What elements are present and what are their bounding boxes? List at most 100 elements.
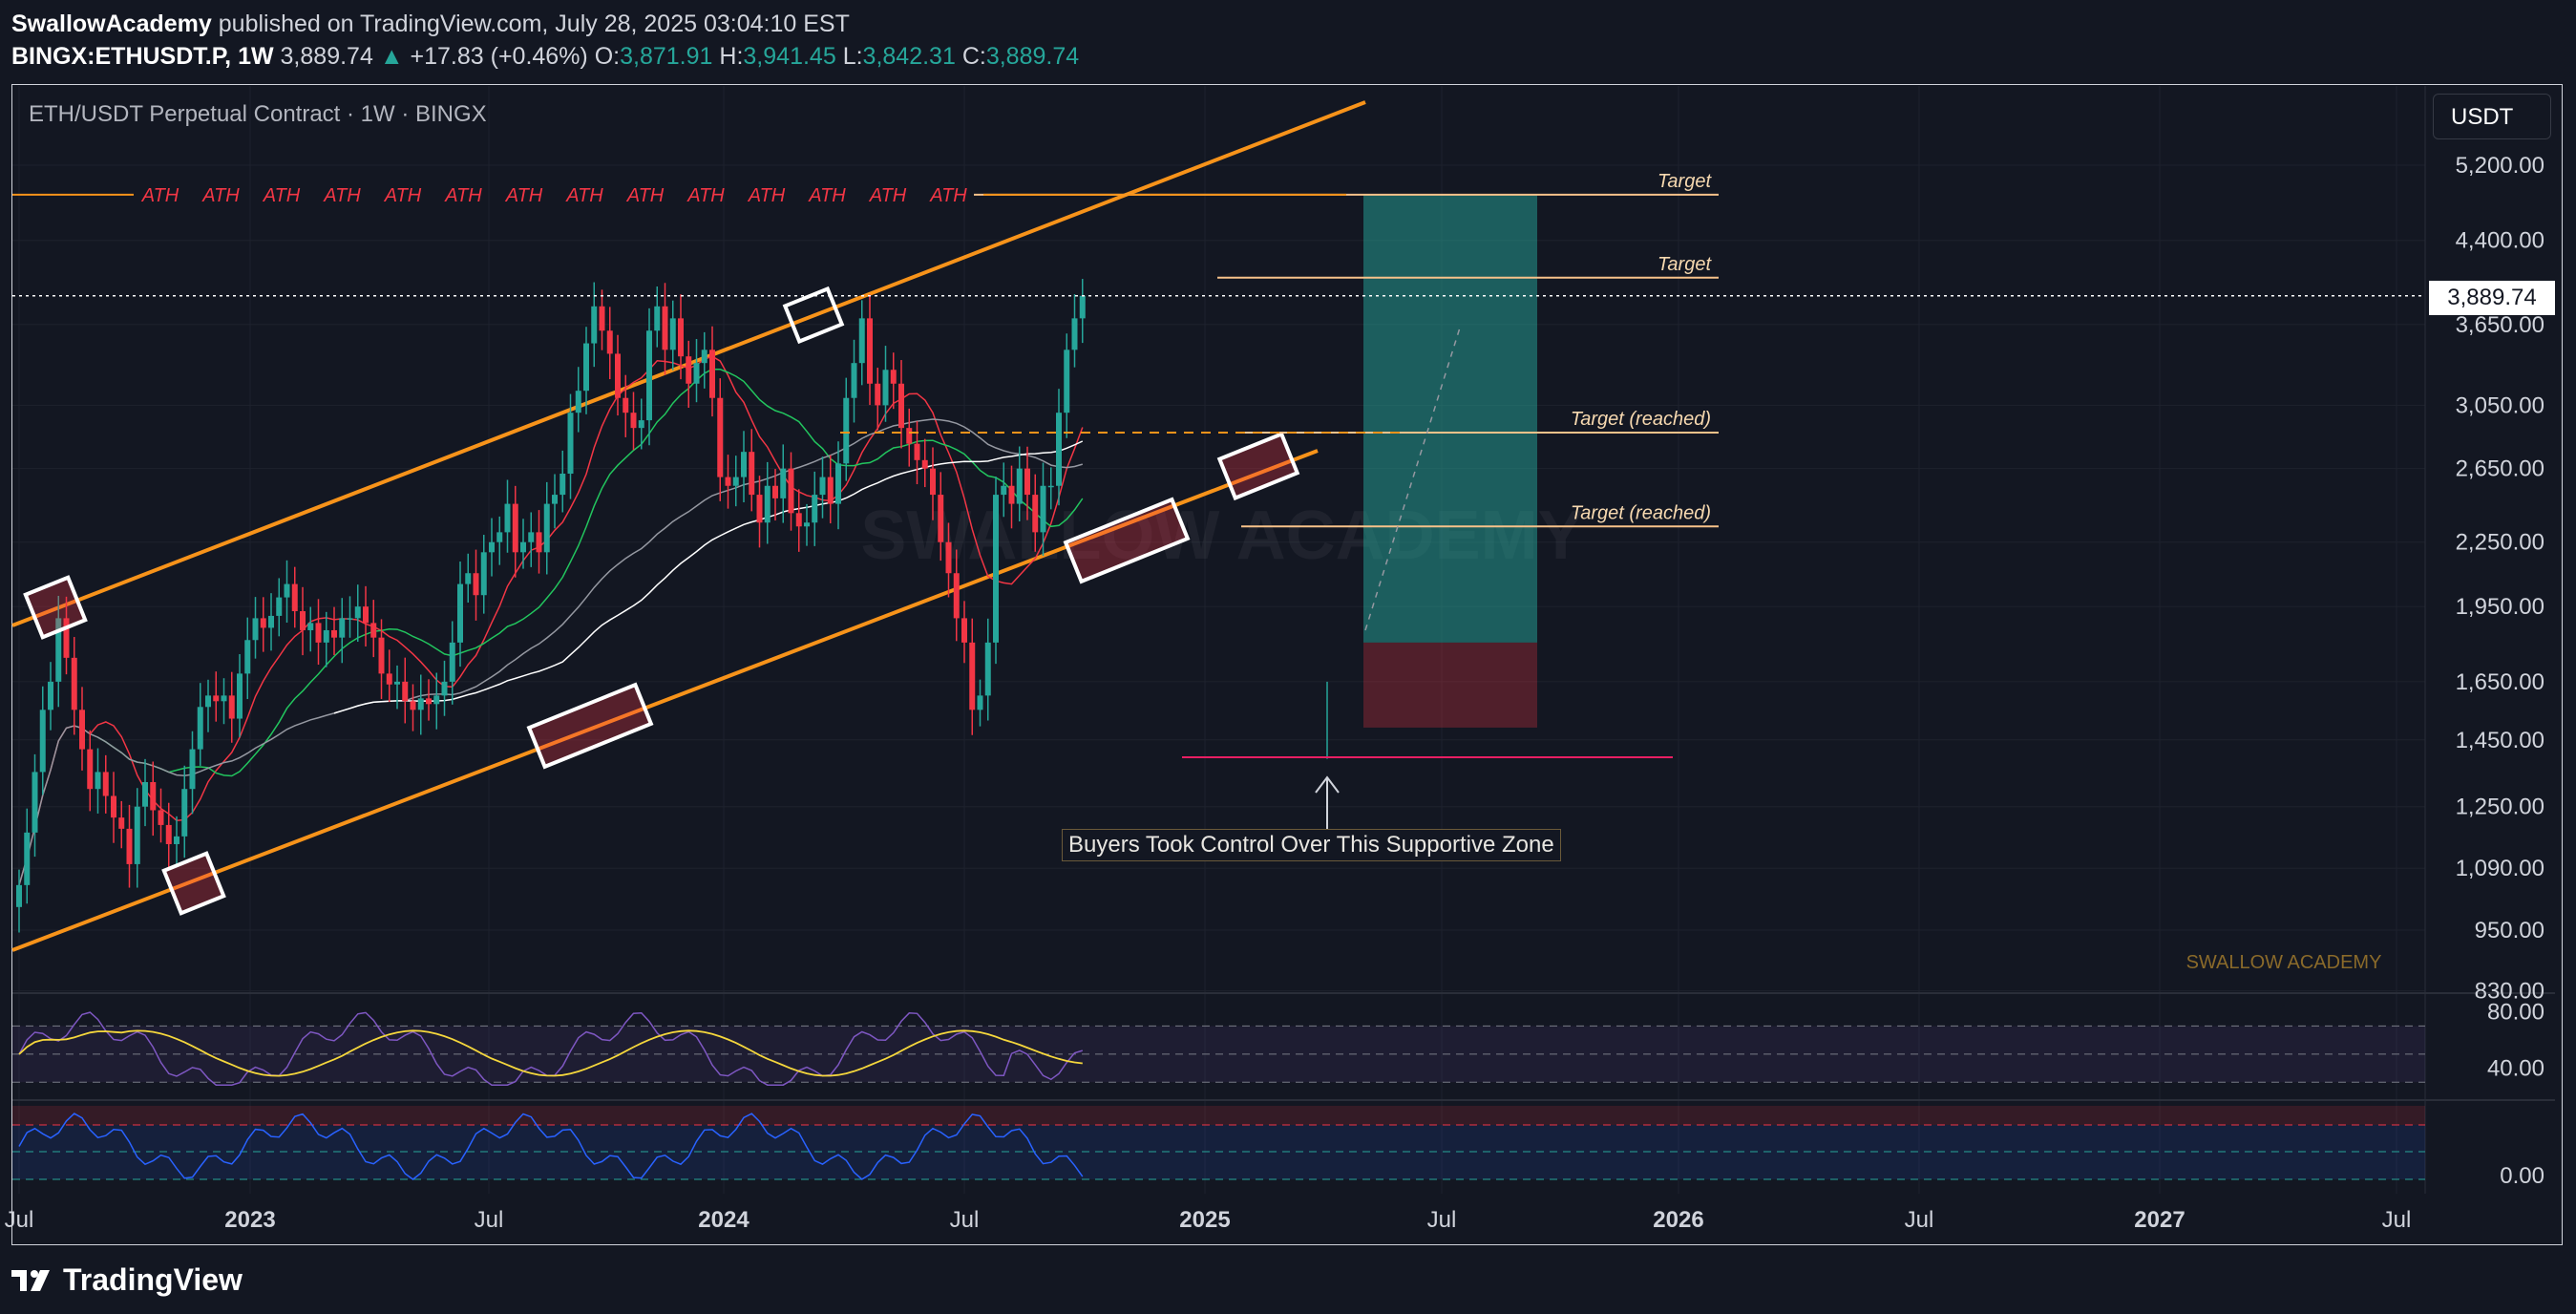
candle-body xyxy=(111,795,116,818)
candle-body xyxy=(623,397,629,413)
candle-body xyxy=(669,318,676,350)
candle-body xyxy=(921,459,928,469)
candle-body xyxy=(268,615,274,628)
candle-body xyxy=(575,391,581,413)
candle-body xyxy=(646,330,652,421)
change-arrow: ▲ xyxy=(379,43,404,70)
candle-body xyxy=(158,810,164,825)
candle-body xyxy=(402,681,409,702)
price-tick-label: 5,200.00 xyxy=(2456,153,2544,179)
candle-body xyxy=(197,707,203,750)
candle-body xyxy=(898,383,904,429)
candle-body xyxy=(654,306,661,331)
candle-body xyxy=(1032,495,1039,533)
candle-body xyxy=(984,642,991,696)
symbol-label: BINGX:ETHUSDT.P, 1W xyxy=(11,43,274,70)
candle-body xyxy=(1008,485,1015,504)
candle-body xyxy=(363,606,369,624)
highlight-box xyxy=(23,575,88,640)
ath-line: ATH ATH ATH ATH ATH ATH ATH ATH ATH ATH ATH ATH ATH A… xyxy=(12,185,1346,206)
candle-body xyxy=(827,477,834,504)
ath-label: ATH xyxy=(808,185,846,206)
candle-body xyxy=(560,473,566,496)
time-tick-label: Jul xyxy=(1905,1207,1934,1233)
candles xyxy=(16,279,1328,933)
candle-body xyxy=(938,495,944,542)
price-tick-label: 3,050.00 xyxy=(2456,392,2544,418)
oscillator-panel: 0.00 xyxy=(12,1106,2544,1189)
ath-label: ATH xyxy=(869,185,907,206)
time-tick-label: 2023 xyxy=(224,1207,275,1233)
candle-body xyxy=(221,695,227,702)
candle-body xyxy=(1047,485,1054,488)
high-value: 3,941.45 xyxy=(743,43,836,70)
candle-body xyxy=(32,772,38,833)
price-tick-label: 1,450.00 xyxy=(2456,728,2544,753)
candle-body xyxy=(528,532,535,542)
target-label: Target xyxy=(1658,254,1712,275)
candle-body xyxy=(772,485,778,498)
tradingview-logo-text: TradingView xyxy=(63,1262,243,1297)
candle-body xyxy=(174,836,179,844)
time-tick-label: Jul xyxy=(5,1207,34,1233)
candle-body xyxy=(39,710,46,773)
high-label: H: xyxy=(719,43,744,70)
ma-long-line xyxy=(18,418,1084,886)
chart-header: SwallowAcademy published on TradingView.… xyxy=(11,8,1079,73)
candle-body xyxy=(378,637,385,674)
close-value: 3,889.74 xyxy=(985,43,1080,70)
candle-body xyxy=(95,772,101,790)
stop-zone xyxy=(1363,642,1537,728)
open-label: O: xyxy=(594,43,621,70)
candle-body xyxy=(906,428,913,444)
candle-body xyxy=(87,749,94,790)
ma-extra-line xyxy=(333,440,1084,714)
ath-label: ATH xyxy=(384,185,422,206)
candle-body xyxy=(638,420,644,429)
candle-body xyxy=(16,884,22,907)
ath-label: ATH xyxy=(626,185,665,206)
target-label: Target (reached) xyxy=(1571,409,1711,430)
highlight-box xyxy=(1216,431,1300,501)
watermark-small: SWALLOW ACADEMY xyxy=(2186,952,2382,973)
highlight-box xyxy=(1063,497,1191,584)
ath-label: ATH xyxy=(565,185,603,206)
candle-body xyxy=(134,806,140,864)
time-tick-label: 2024 xyxy=(698,1207,750,1233)
candle-body xyxy=(300,611,306,630)
highlight-box xyxy=(161,851,226,916)
candle-body xyxy=(835,463,841,504)
candle-body xyxy=(945,541,952,574)
candle-body xyxy=(512,503,518,553)
candle-body xyxy=(709,350,715,398)
candle-body xyxy=(504,503,511,533)
candle-body xyxy=(441,681,448,696)
candle-body xyxy=(205,695,211,708)
candle-body xyxy=(284,583,290,598)
candle-body xyxy=(1064,350,1070,413)
tradingview-logo[interactable]: TradingView xyxy=(11,1262,243,1298)
target-label: Target (reached) xyxy=(1571,502,1711,523)
candle-body xyxy=(150,782,157,811)
current-price-tag: 3,889.74 xyxy=(2429,281,2555,315)
candle-body xyxy=(63,618,70,658)
author-name[interactable]: SwallowAcademy xyxy=(11,11,212,37)
candle-body xyxy=(606,330,613,354)
candle-body xyxy=(244,640,251,674)
time-axis: Jul 2023 Jul 2024 Jul 2025 Jul 2026 Jul 2027 Jul xyxy=(5,1207,2412,1233)
candle-body xyxy=(181,789,188,837)
candle-body xyxy=(686,356,692,384)
change-value: +17.83 (+0.46%) xyxy=(410,43,588,70)
candle-body xyxy=(1016,468,1023,504)
candle-body xyxy=(804,522,810,527)
candle-body xyxy=(48,681,53,710)
ath-label: ATH xyxy=(929,185,967,206)
candle-body xyxy=(1079,295,1086,319)
candle-body xyxy=(315,623,322,643)
time-tick-label: 2026 xyxy=(1653,1207,1703,1233)
currency-button[interactable]: USDT xyxy=(2433,94,2551,139)
candle-body xyxy=(213,695,220,702)
ma-short-line xyxy=(18,355,1084,886)
price-tick-label: 950.00 xyxy=(2475,918,2544,943)
